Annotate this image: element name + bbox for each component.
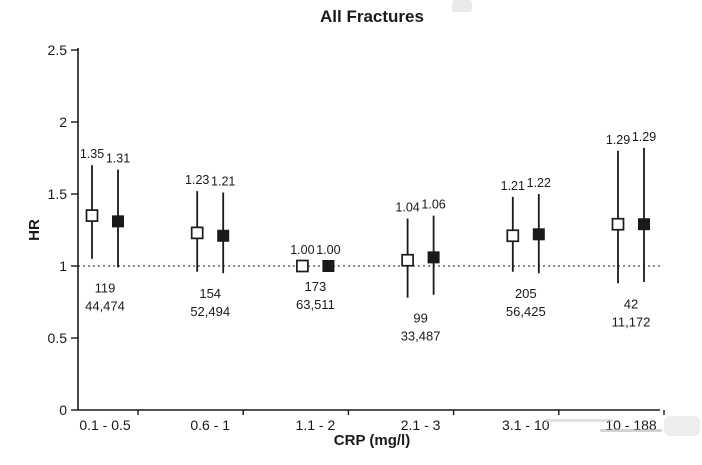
event-count: 42 bbox=[624, 296, 638, 311]
x-category-label: 3.1 - 10 bbox=[502, 417, 550, 433]
x-category-label: 10 - 188 bbox=[605, 417, 657, 433]
y-tick-label: 2 bbox=[59, 114, 67, 130]
population-count: 33,487 bbox=[401, 329, 441, 344]
hr-value-label: 1.29 bbox=[632, 130, 656, 144]
forest-group-1: 1.23 1.21 154 52,494 bbox=[185, 173, 235, 319]
forest-group-0: 1.35 1.31 119 44,474 bbox=[80, 147, 130, 313]
y-tick-label: 2.5 bbox=[48, 42, 68, 58]
x-axis-label: CRP (mg/l) bbox=[333, 432, 411, 449]
forest-group-5: 1.29 1.29 42 11,172 bbox=[606, 130, 656, 329]
hr-value-label: 1.04 bbox=[395, 200, 419, 214]
event-count: 99 bbox=[413, 311, 427, 326]
forest-group-3: 1.04 1.06 99 33,487 bbox=[395, 198, 445, 344]
event-count: 119 bbox=[95, 280, 116, 295]
x-category-label: 0.1 - 0.5 bbox=[79, 417, 131, 433]
hr-value-label: 1.00 bbox=[290, 243, 314, 257]
marker-open-square bbox=[506, 229, 520, 243]
event-count: 205 bbox=[515, 286, 537, 301]
marker-filled-square bbox=[532, 228, 545, 241]
marker-open-square bbox=[611, 217, 625, 231]
hr-value-label: 1.31 bbox=[106, 152, 130, 166]
marker-filled-square bbox=[427, 251, 440, 264]
y-tick-label: 0 bbox=[59, 402, 67, 418]
forest-group-4: 1.21 1.22 205 56,425 bbox=[501, 176, 551, 319]
forest-group-2: 1.00 1.00 173 63,511 bbox=[290, 243, 340, 312]
marker-open-square bbox=[190, 226, 204, 240]
hr-value-label: 1.00 bbox=[316, 243, 340, 257]
marker-open-square bbox=[401, 253, 414, 267]
y-tick-label: 1 bbox=[59, 258, 67, 274]
population-count: 11,172 bbox=[612, 314, 651, 329]
y-tick-label: 1.5 bbox=[48, 186, 68, 202]
population-count: 63,511 bbox=[296, 297, 335, 312]
x-category-label: 2.1 - 3 bbox=[401, 417, 441, 433]
marker-open-square bbox=[296, 259, 309, 273]
y-tick-label: 0.5 bbox=[48, 330, 68, 346]
population-count: 56,425 bbox=[506, 304, 546, 319]
x-category-label: 0.6 - 1 bbox=[190, 417, 230, 433]
marker-filled-square bbox=[217, 229, 230, 242]
event-count: 154 bbox=[199, 286, 221, 301]
hr-value-label: 1.29 bbox=[606, 133, 630, 147]
hr-value-label: 1.35 bbox=[80, 147, 104, 161]
population-count: 52,494 bbox=[190, 304, 230, 319]
hr-value-label: 1.06 bbox=[421, 198, 445, 212]
chart-title: All Fractures bbox=[320, 7, 424, 26]
population-count: 44,474 bbox=[85, 298, 125, 313]
marker-filled-square bbox=[112, 215, 124, 228]
marker-filled-square bbox=[638, 218, 650, 231]
marker-open-square bbox=[85, 209, 99, 222]
marker-filled-square bbox=[322, 260, 335, 272]
hr-value-label: 1.21 bbox=[501, 179, 525, 193]
x-category-label: 1.1 - 2 bbox=[296, 417, 336, 433]
event-count: 173 bbox=[305, 279, 327, 294]
hr-value-label: 1.21 bbox=[211, 175, 235, 189]
hr-value-label: 1.22 bbox=[527, 176, 551, 190]
hr-value-label: 1.23 bbox=[185, 173, 209, 187]
